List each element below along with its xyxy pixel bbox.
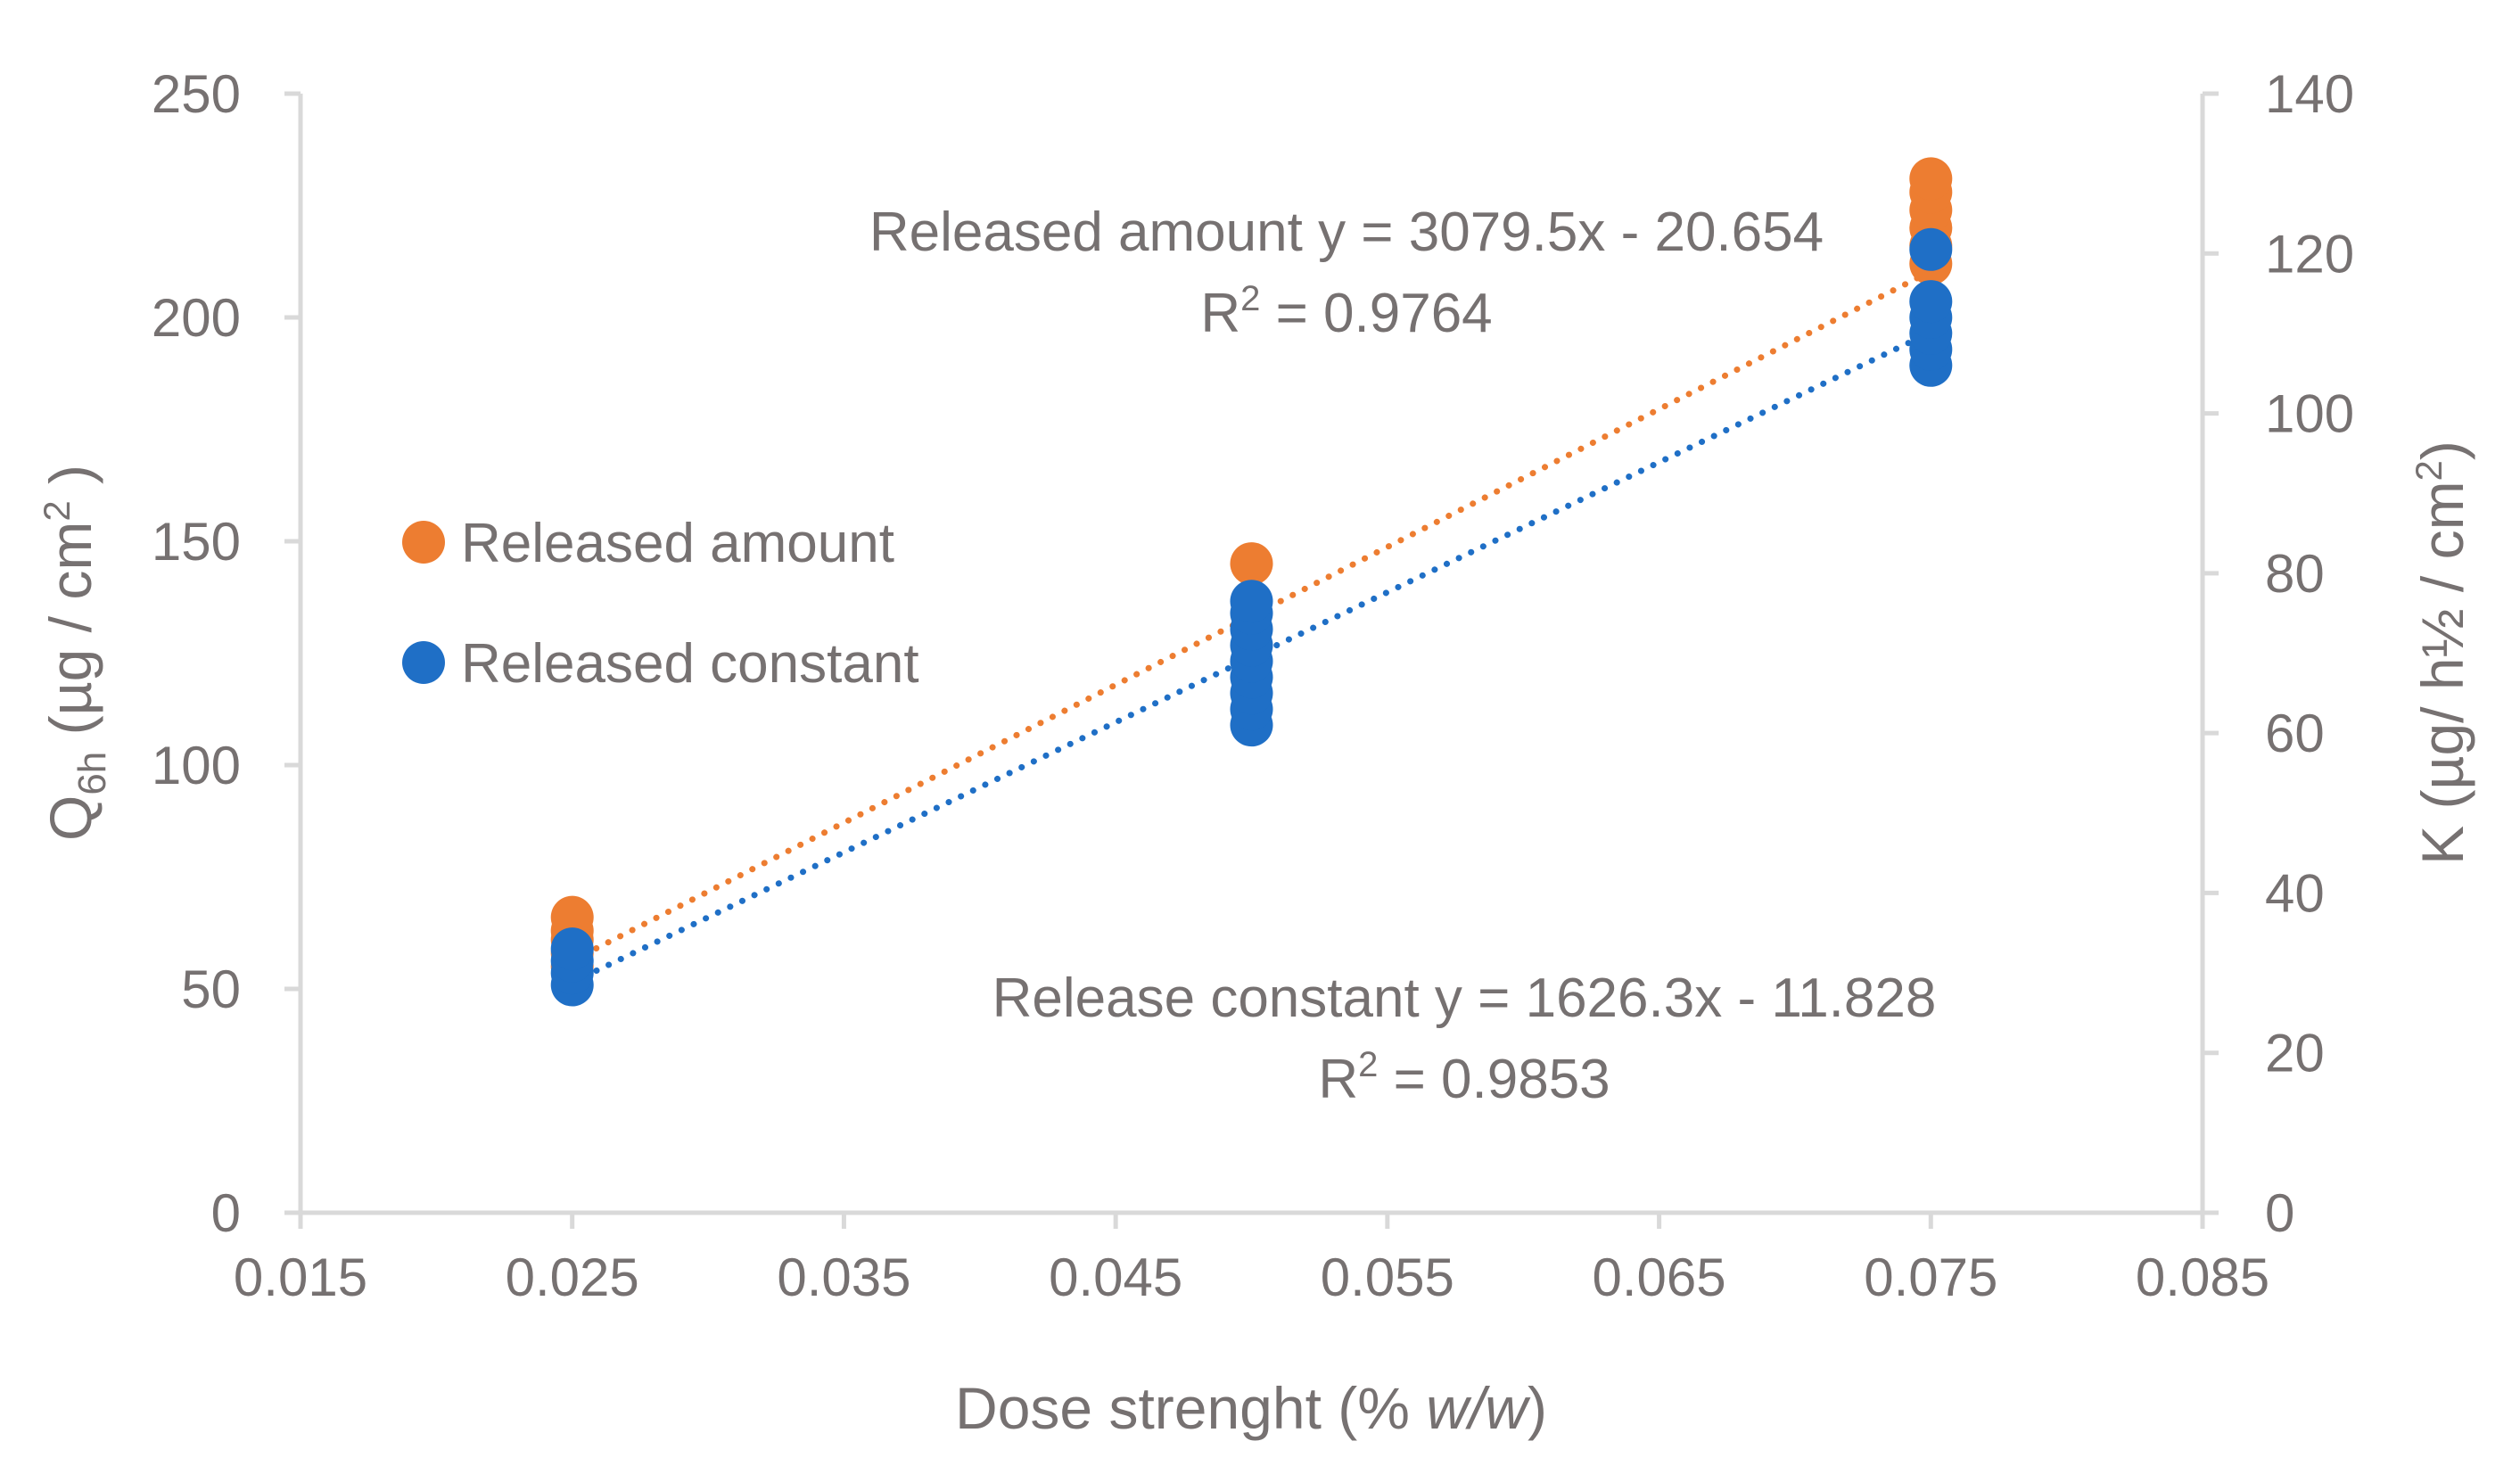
- legend: Released amount Released constant: [402, 513, 919, 695]
- x-tick-label: 0.065: [1592, 1248, 1725, 1307]
- constant-r-squared: R2 = 0.9853: [1318, 1045, 1610, 1110]
- points-layer: [550, 157, 1953, 1007]
- ticks-layer: 0.015 0.025 0.035 0.045 0.055 0.065 0.075 0.085…: [152, 64, 2354, 1307]
- data-point-released-constant: [1230, 580, 1273, 623]
- data-point-released-constant: [550, 927, 594, 971]
- right-y-tick-label: 140: [2265, 64, 2354, 124]
- data-point-released-constant: [1909, 280, 1953, 324]
- right-y-tick-label: 20: [2265, 1024, 2325, 1083]
- x-tick-label: 0.075: [1864, 1248, 1997, 1307]
- right-y-tick-label: 40: [2265, 863, 2325, 923]
- amount-equation: Released amount y = 3079.5x - 20.654: [869, 202, 1824, 263]
- right-y-tick-label: 80: [2265, 544, 2325, 604]
- right-y-tick-label: 60: [2265, 704, 2325, 763]
- right-y-axis-title: K (µg/ h½ / cm2): [2408, 441, 2475, 865]
- data-point-released-constant: [1909, 227, 1953, 271]
- left-y-tick-label: 150: [152, 512, 241, 572]
- right-y-tick-label: 0: [2265, 1183, 2294, 1243]
- left-y-tick-label: 250: [152, 64, 241, 124]
- legend-label-released-amount: Released amount: [461, 513, 894, 574]
- right-y-tick-label: 120: [2265, 224, 2354, 284]
- left-y-axis-title: Q6h (µg / cm2 ): [36, 465, 114, 841]
- left-y-tick-label: 0: [211, 1183, 241, 1243]
- legend-marker-released-constant: [402, 641, 445, 684]
- legend-marker-released-amount: [402, 521, 445, 564]
- plot-area: [298, 94, 2205, 1215]
- right-y-tick-label: 100: [2265, 384, 2354, 444]
- x-axis-title: Dose strenght (% w/w): [955, 1375, 1547, 1441]
- annotations: Released amount y = 3079.5x - 20.654 R2 …: [869, 202, 1936, 1110]
- amount-r-squared: R2 = 0.9764: [1200, 279, 1492, 344]
- trendline-released-amount: [569, 268, 1934, 964]
- x-tick-label: 0.035: [777, 1248, 910, 1307]
- data-point-released-amount: [550, 895, 594, 939]
- x-tick-label: 0.025: [506, 1248, 639, 1307]
- constant-equation: Release constant y = 1626.3x - 11.828: [992, 968, 1937, 1029]
- left-y-tick-label: 100: [152, 736, 241, 795]
- left-y-tick-label: 200: [152, 288, 241, 348]
- left-y-tick-label: 50: [181, 959, 241, 1019]
- legend-label-released-constant: Released constant: [461, 633, 919, 695]
- x-tick-label: 0.045: [1049, 1248, 1182, 1307]
- x-tick-label: 0.055: [1321, 1248, 1454, 1307]
- x-tick-label: 0.015: [234, 1248, 367, 1307]
- data-point-released-amount: [1230, 542, 1273, 586]
- data-point-released-amount: [1909, 157, 1953, 201]
- x-tick-label: 0.085: [2136, 1248, 2269, 1307]
